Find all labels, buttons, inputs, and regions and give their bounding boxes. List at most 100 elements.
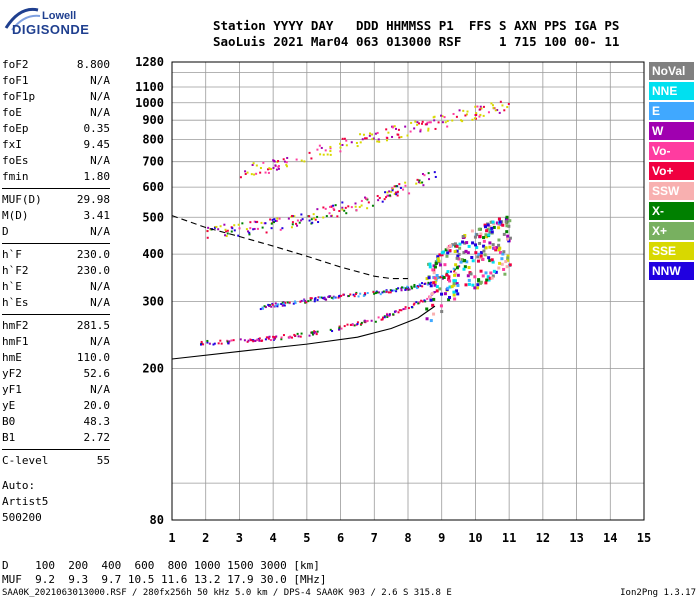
echo-mark bbox=[328, 212, 331, 215]
echo-mark bbox=[453, 250, 457, 254]
echo-mark bbox=[256, 339, 259, 342]
echo-mark bbox=[492, 106, 495, 109]
echo-mark bbox=[378, 140, 381, 143]
echo-mark bbox=[376, 194, 379, 197]
echo-mark bbox=[356, 321, 359, 324]
echo-mark bbox=[295, 158, 298, 161]
echo-mark bbox=[446, 120, 449, 123]
echo-mark bbox=[378, 196, 381, 199]
echo-mark bbox=[481, 257, 485, 261]
echo-mark bbox=[413, 283, 416, 286]
echo-mark bbox=[418, 179, 421, 182]
echo-mark bbox=[385, 290, 388, 293]
echo-mark bbox=[368, 134, 371, 137]
y-tick-label: 200 bbox=[142, 362, 164, 376]
echo-mark bbox=[291, 221, 294, 224]
param-value: 29.98 bbox=[76, 193, 110, 206]
echo-mark bbox=[429, 298, 433, 302]
y-tick-label: 400 bbox=[142, 247, 164, 261]
echo-mark bbox=[273, 336, 276, 339]
echo-mark bbox=[249, 227, 252, 230]
echo-mark bbox=[494, 270, 498, 274]
echo-mark bbox=[482, 249, 486, 253]
echo-mark bbox=[213, 342, 216, 345]
echo-mark bbox=[458, 242, 462, 246]
echo-mark bbox=[497, 243, 501, 247]
echo-mark bbox=[249, 221, 252, 224]
echo-mark bbox=[362, 133, 365, 136]
muf-table-muf-row: MUF 9.2 9.3 9.7 10.5 11.6 13.2 17.9 30.0… bbox=[2, 573, 327, 586]
echo-mark bbox=[483, 253, 487, 257]
echo-mark bbox=[397, 287, 400, 290]
y-tick-label: 1280 bbox=[135, 55, 164, 69]
echo-mark bbox=[371, 204, 374, 207]
echo-mark bbox=[304, 299, 307, 302]
echo-mark bbox=[292, 302, 295, 305]
x-tick-label: 14 bbox=[603, 531, 617, 545]
echo-mark bbox=[374, 320, 377, 323]
echo-mark bbox=[491, 104, 494, 107]
echo-mark bbox=[312, 213, 315, 216]
echo-mark bbox=[506, 106, 509, 109]
param-row: h`E N/A bbox=[2, 280, 110, 296]
param-value: 0.35 bbox=[83, 122, 111, 135]
echo-mark bbox=[294, 334, 297, 337]
echo-mark bbox=[366, 198, 369, 201]
echo-mark bbox=[433, 265, 437, 269]
echo-mark bbox=[268, 305, 271, 308]
echo-mark bbox=[433, 115, 436, 118]
echo-mark bbox=[273, 337, 276, 340]
echo-mark bbox=[262, 161, 265, 164]
echo-mark bbox=[430, 281, 433, 284]
echo-mark bbox=[506, 256, 510, 260]
echo-mark bbox=[505, 265, 509, 269]
echo-mark bbox=[260, 221, 263, 224]
echo-mark bbox=[258, 337, 261, 340]
echo-mark bbox=[287, 217, 290, 220]
echo-mark bbox=[256, 220, 259, 223]
echo-mark bbox=[247, 339, 250, 342]
echo-mark bbox=[438, 287, 442, 291]
echo-mark bbox=[233, 229, 236, 232]
echo-mark bbox=[448, 279, 452, 283]
echo-mark bbox=[272, 166, 275, 169]
echo-mark bbox=[386, 191, 389, 194]
legend-item: SSW bbox=[649, 182, 694, 200]
echo-mark bbox=[309, 298, 312, 301]
echo-mark bbox=[219, 225, 222, 228]
echo-mark bbox=[446, 286, 450, 290]
echo-mark bbox=[474, 105, 477, 108]
echo-mark bbox=[452, 283, 456, 287]
echo-mark bbox=[334, 204, 337, 207]
param-separator bbox=[2, 188, 110, 189]
echo-mark bbox=[409, 130, 412, 133]
echo-mark bbox=[223, 223, 226, 226]
echo-mark bbox=[326, 153, 329, 156]
echo-mark bbox=[245, 228, 248, 231]
echo-mark bbox=[227, 342, 230, 345]
echo-mark bbox=[488, 259, 492, 263]
electron-density-profile bbox=[171, 305, 436, 360]
echo-mark bbox=[313, 217, 316, 220]
echo-mark bbox=[322, 206, 325, 209]
echo-mark bbox=[497, 248, 501, 252]
echo-mark bbox=[440, 251, 444, 255]
echo-mark bbox=[362, 294, 365, 297]
echo-mark bbox=[327, 295, 330, 298]
echo-mark bbox=[488, 276, 492, 280]
param-separator bbox=[2, 449, 110, 450]
echo-mark bbox=[503, 109, 506, 112]
echo-mark bbox=[338, 327, 341, 330]
echo-mark bbox=[410, 121, 413, 124]
echo-mark bbox=[200, 340, 203, 343]
echo-mark bbox=[324, 149, 327, 152]
echo-mark bbox=[270, 227, 273, 230]
param-value: N/A bbox=[90, 90, 110, 103]
x-tick-label: 1 bbox=[168, 531, 175, 545]
echo-mark bbox=[359, 292, 362, 295]
echo-mark bbox=[428, 282, 431, 285]
echo-mark bbox=[356, 145, 359, 148]
echo-mark bbox=[225, 235, 228, 238]
echo-mark bbox=[471, 241, 475, 245]
echo-mark bbox=[452, 279, 456, 283]
